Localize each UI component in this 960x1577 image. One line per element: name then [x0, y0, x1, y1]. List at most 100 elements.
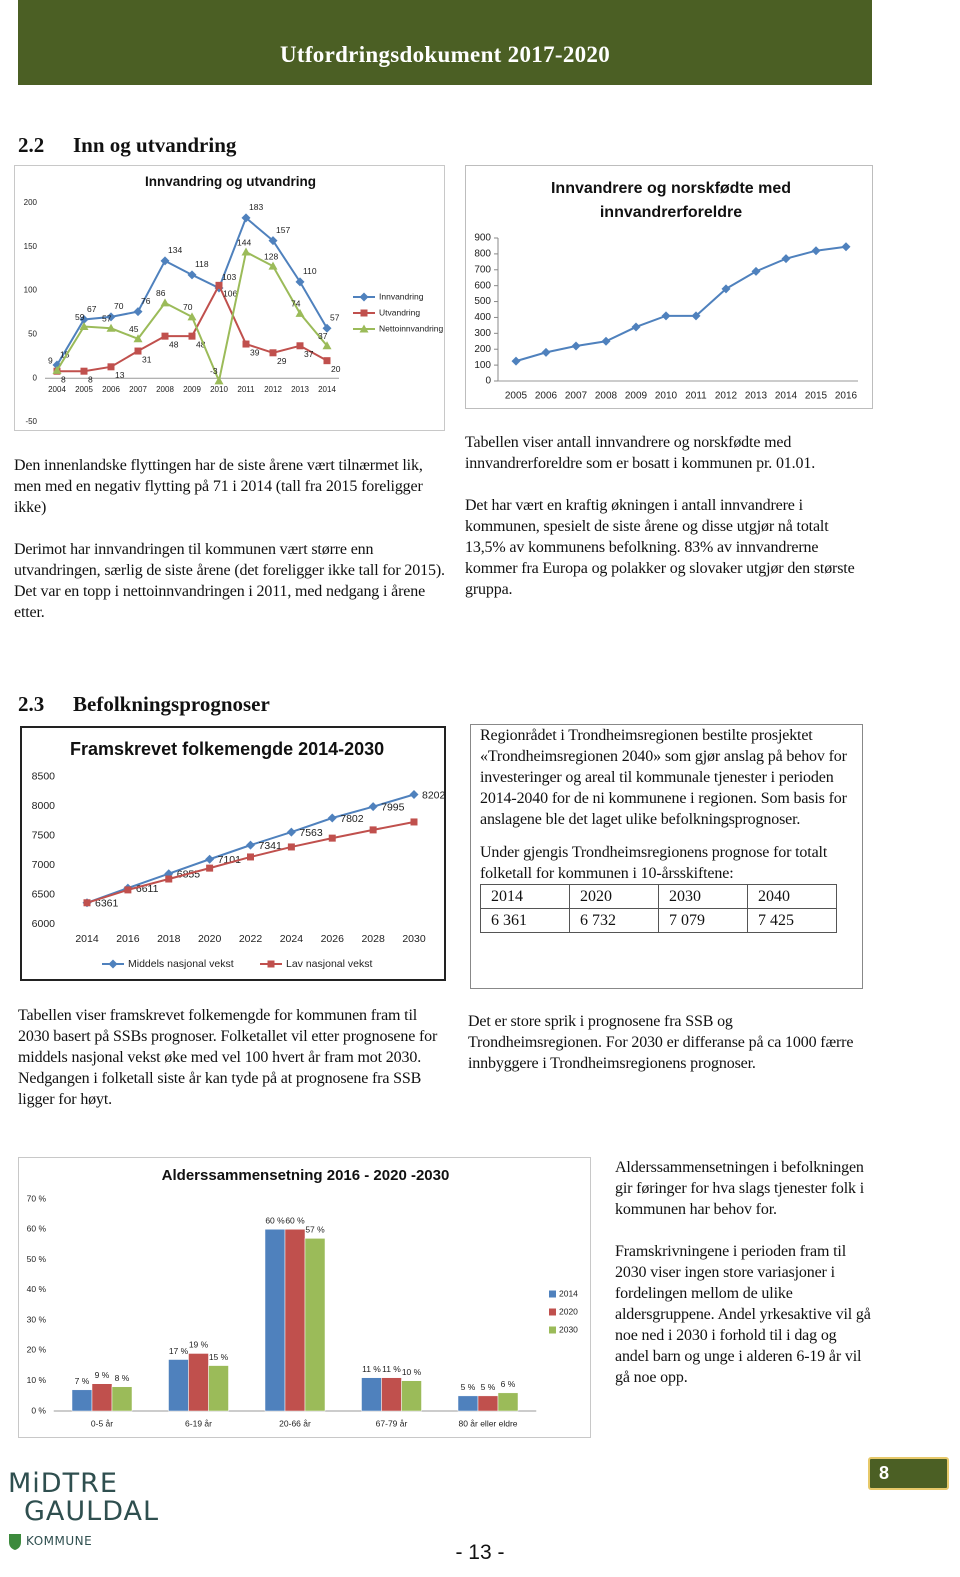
data-label: 118 — [195, 259, 209, 269]
badge: 8 — [868, 1457, 949, 1490]
marker — [781, 254, 791, 264]
table-row: 2014 2020 2030 2040 — [480, 884, 837, 909]
x-tick-label: 67-79 år — [376, 1418, 408, 1428]
data-label: 7802 — [340, 813, 364, 825]
marker — [79, 315, 89, 325]
data-label: 7 % — [75, 1376, 90, 1386]
x-tick-label: 2013 — [745, 391, 768, 402]
y-tick-label: 8500 — [32, 771, 56, 783]
x-tick-label: 20-66 år — [279, 1418, 311, 1428]
marker — [134, 347, 142, 355]
marker — [541, 347, 551, 357]
marker — [133, 307, 143, 317]
y-tick-label: -50 — [25, 417, 37, 426]
legend-label: Nettoinnvandring — [379, 323, 444, 333]
bar — [188, 1353, 209, 1412]
marker — [205, 854, 215, 864]
marker — [107, 363, 115, 371]
chart-title: Innvandring og utvandring — [145, 174, 316, 189]
x-tick-label: 2010 — [655, 391, 678, 402]
y-tick-label: 8000 — [32, 800, 56, 812]
text-block: Tabellen viser framskrevet folkemengde f… — [18, 1005, 450, 1131]
x-tick-label: 2022 — [239, 933, 263, 945]
marker — [188, 332, 196, 340]
logo: MiDTRE GAULDAL KOMMUNE — [8, 1470, 158, 1560]
paragraph: Den innenlandske flyttingen har de siste… — [14, 457, 423, 516]
marker — [106, 323, 116, 332]
x-tick-label: 2013 — [291, 385, 309, 394]
paragraph: Det har vært en kraftig økningen i antal… — [465, 497, 855, 598]
data-label: 76 — [141, 296, 151, 306]
x-tick-label: 2018 — [157, 933, 181, 945]
data-label: 57 % — [305, 1225, 325, 1235]
bar — [111, 1386, 133, 1412]
x-tick-label: 80 år eller eldre — [458, 1418, 517, 1428]
marker — [601, 336, 611, 346]
marker — [269, 349, 277, 357]
table-cell: 7 425 — [747, 908, 837, 933]
y-tick-label: 0 — [33, 373, 38, 382]
data-label: 70 — [114, 301, 124, 311]
section-number: 2.2 — [18, 133, 45, 157]
chart-card: Alderssammensetning 2016 - 2020 -2030 0 … — [18, 1157, 591, 1438]
section-title: Inn og utvandring — [73, 133, 237, 157]
paragraph: Tabellen viser framskrevet folkemengde f… — [18, 1007, 438, 1108]
marker — [811, 246, 821, 256]
marker — [215, 281, 223, 289]
data-label: 9 — [48, 356, 53, 366]
marker — [133, 334, 143, 343]
bar — [71, 1389, 93, 1412]
chart-title: Framskrevet folkemengde 2014-2030 — [70, 739, 385, 759]
marker — [296, 342, 304, 350]
data-label: 20 — [331, 364, 341, 374]
data-label: 157 — [276, 225, 290, 235]
x-tick-label: 2012 — [715, 391, 738, 402]
y-tick-label: 40 % — [27, 1284, 47, 1294]
y-tick-label: 500 — [474, 296, 491, 307]
x-tick-label: 2012 — [264, 385, 282, 394]
data-label: 67 — [87, 304, 97, 314]
x-tick-label: 2016 — [116, 933, 140, 945]
data-label: 5 % — [481, 1382, 496, 1392]
marker — [286, 827, 296, 837]
data-label: 103 — [222, 272, 236, 282]
marker — [83, 899, 91, 907]
marker — [359, 292, 369, 302]
data-label: 57 — [102, 314, 112, 324]
marker — [52, 365, 62, 374]
data-label: 60 % — [285, 1216, 305, 1226]
data-label: 8 % — [115, 1373, 130, 1383]
table-cell: 6 732 — [569, 908, 659, 933]
marker — [287, 843, 295, 851]
table-cell: 2014 — [480, 884, 570, 909]
y-tick-label: 600 — [474, 280, 491, 291]
legend-swatch — [549, 1308, 556, 1316]
table-row: 6 361 6 732 7 079 7 425 — [480, 908, 837, 933]
marker — [106, 312, 116, 322]
marker — [160, 298, 170, 307]
marker — [360, 309, 368, 317]
y-tick-label: 200 — [24, 198, 38, 207]
data-label: 13 — [115, 370, 125, 380]
data-label: 31 — [142, 354, 152, 364]
marker — [268, 236, 278, 246]
section-heading: 2.3 Befolkningsprognoser — [18, 692, 418, 718]
data-label: 74 — [291, 299, 301, 309]
paragraph: Tabellen viser antall innvandrere og nor… — [465, 434, 816, 472]
bar — [497, 1392, 519, 1412]
marker — [410, 818, 418, 826]
y-tick-label: 0 — [485, 376, 491, 387]
bar — [381, 1377, 402, 1412]
marker — [409, 789, 419, 799]
x-tick-label: 6-19 år — [185, 1418, 212, 1428]
data-label: 144 — [237, 237, 251, 247]
x-tick-label: 2011 — [237, 385, 255, 394]
x-tick-label: 2008 — [595, 391, 618, 402]
series-line — [515, 245, 847, 363]
page-number: - 13 - — [455, 1541, 505, 1564]
marker — [631, 322, 641, 332]
marker — [206, 864, 214, 872]
y-tick-label: 10 % — [27, 1375, 47, 1385]
y-tick-label: 300 — [474, 328, 491, 339]
x-tick-label: 2014 — [318, 385, 336, 394]
